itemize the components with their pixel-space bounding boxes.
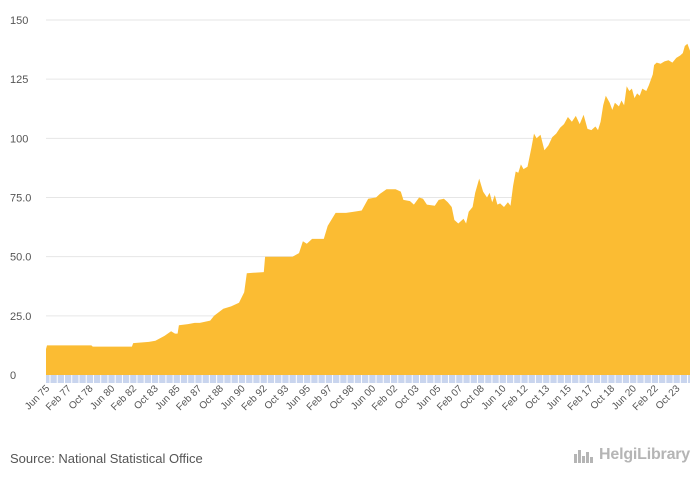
x-tick-label: Feb 77 [44, 383, 74, 413]
x-tick-label: Feb 07 [435, 383, 465, 413]
series-area [46, 43, 690, 375]
city-skyline-icon [574, 450, 594, 463]
y-axis-ticks: 0 25.0 50.0 75.0 100 125 150 [10, 15, 31, 382]
y-tick-label: 25.0 [10, 311, 31, 323]
y-tick-label: 100 [10, 133, 28, 145]
source-note: Source: National Statistical Office [10, 451, 203, 466]
x-axis-band [46, 375, 690, 383]
y-tick-label: 150 [10, 15, 28, 27]
y-tick-label: 75.0 [10, 193, 31, 205]
x-tick-label: Feb 87 [174, 383, 204, 413]
x-tick-label: Oct 23 [654, 383, 683, 412]
brand-logo[interactable]: HelgiLibrary [573, 446, 690, 464]
x-tick-label: Feb 02 [370, 383, 400, 413]
brand-name: HelgiLibrary [599, 446, 690, 463]
x-tick-label: Feb 92 [240, 383, 270, 413]
y-tick-label: 125 [10, 74, 28, 86]
x-tick-label: Feb 17 [566, 383, 596, 413]
y-tick-label: 50.0 [10, 252, 31, 264]
x-tick-label: Feb 22 [631, 383, 661, 413]
y-tick-label: 0 [10, 370, 16, 382]
x-axis-band-fill [46, 375, 690, 383]
x-tick-label: Feb 12 [500, 383, 530, 413]
x-tick-label: Feb 97 [305, 383, 335, 413]
